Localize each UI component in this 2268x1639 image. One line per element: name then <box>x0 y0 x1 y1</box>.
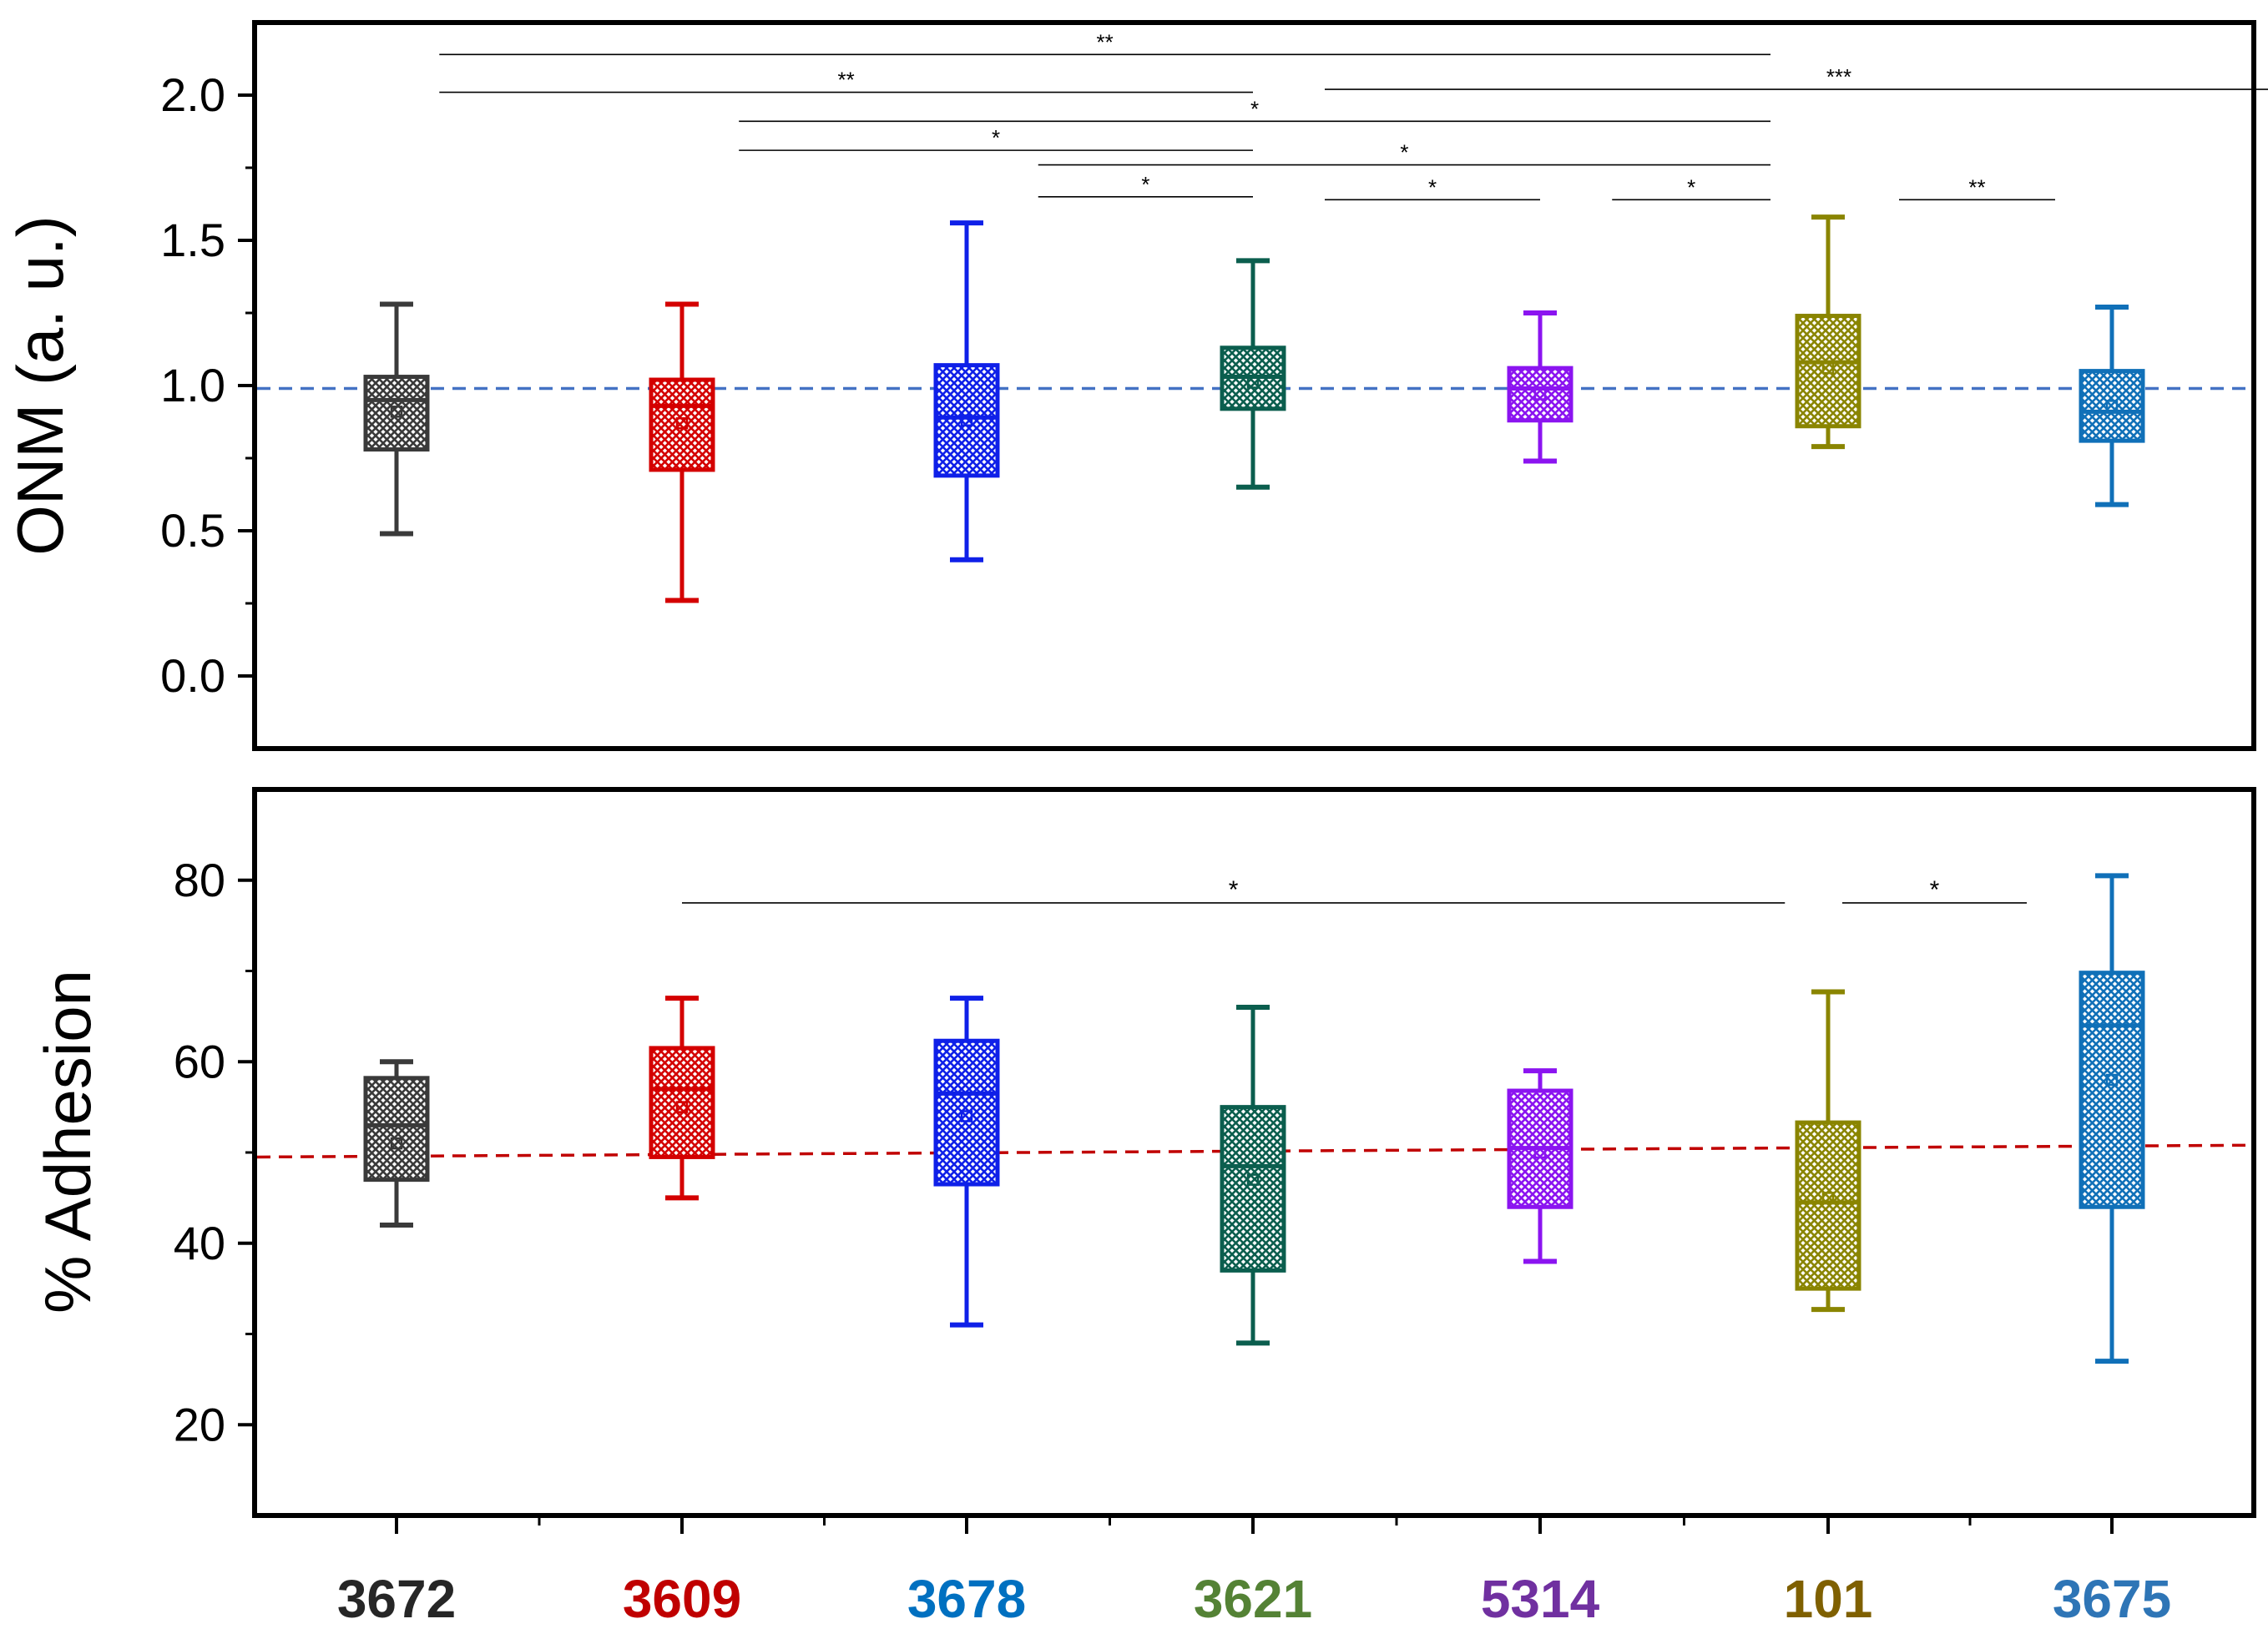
interquartile-box <box>1507 366 1573 423</box>
mean-marker <box>2105 400 2119 412</box>
adhesion-box-3672 <box>363 1059 430 1228</box>
adhesion-boxes <box>363 873 2145 1364</box>
interquartile-box <box>1220 1105 1286 1273</box>
mean-marker <box>2105 1073 2119 1087</box>
adhesion-dashed-reference <box>256 1143 2252 1159</box>
adhesion-box-3675 <box>2079 873 2145 1364</box>
mean-marker <box>960 1110 973 1122</box>
onm-significance-brackets: **** ******* * * ** <box>439 29 2268 201</box>
mean-marker <box>1821 361 1835 375</box>
x-ticks <box>395 1515 2114 1534</box>
adhesion-box-3678 <box>933 996 1000 1328</box>
onm-significance-label: * <box>1687 174 1695 199</box>
onm-y-tick-label: 0.0 <box>160 649 225 702</box>
adhesion-box-3609 <box>649 996 715 1201</box>
onm-significance-label: *** <box>1826 64 1851 89</box>
adhesion-y-axis-label: % Adhesion <box>31 970 104 1314</box>
onm-significance-label: ** <box>1968 174 1985 199</box>
category-labels: 3672 3609 3678 3621 5314 101 3675 <box>337 1569 2171 1629</box>
category-label-3675: 3675 <box>2053 1569 2171 1629</box>
interquartile-box <box>1795 313 1861 429</box>
mean-marker <box>1533 1146 1547 1159</box>
interquartile-box <box>2079 369 2145 443</box>
adhesion-box-101 <box>1795 989 1861 1313</box>
adhesion-significance-label: * <box>1930 876 1940 904</box>
adhesion-y-tick-label: 60 <box>174 1035 225 1087</box>
interquartile-box <box>933 1038 1000 1187</box>
interquartile-box <box>363 1076 430 1183</box>
onm-y-tick-label: 2.0 <box>160 68 225 121</box>
category-label-101: 101 <box>1784 1569 1873 1629</box>
interquartile-box <box>2079 971 2145 1209</box>
category-label-5314: 5314 <box>1481 1569 1600 1629</box>
category-label-3678: 3678 <box>907 1569 1026 1629</box>
mean-marker <box>1246 376 1260 389</box>
interquartile-box <box>649 1046 715 1159</box>
onm-y-tick-label: 1.0 <box>160 359 225 411</box>
onm-box-3678 <box>933 220 1000 562</box>
adhesion-box-3621 <box>1220 1005 1286 1346</box>
onm-y-tick-label: 1.5 <box>160 214 225 266</box>
mean-marker <box>390 1137 403 1150</box>
onm-significance-label: * <box>1428 174 1437 199</box>
onm-significance-label: ** <box>1097 29 1114 54</box>
interquartile-box <box>1795 1120 1861 1291</box>
onm-y-tick-label: 0.5 <box>160 504 225 557</box>
mean-marker <box>1246 1173 1260 1186</box>
onm-boxes <box>363 214 2145 603</box>
interquartile-box <box>649 377 715 472</box>
onm-box-3609 <box>649 301 715 603</box>
onm-significance-label: * <box>1250 96 1259 121</box>
mean-marker <box>1821 1192 1835 1204</box>
onm-box-3675 <box>2079 305 2145 507</box>
onm-significance-label: * <box>992 125 1000 150</box>
interquartile-box <box>933 363 1000 478</box>
onm-box-3672 <box>363 301 430 537</box>
adhesion-significance-label: * <box>1229 876 1239 904</box>
adhesion-y-tick-label: 80 <box>174 854 225 906</box>
category-label-3672: 3672 <box>337 1569 456 1629</box>
category-label-3621: 3621 <box>1194 1569 1312 1629</box>
mean-marker <box>1533 388 1547 401</box>
mean-marker <box>675 416 689 430</box>
adhesion-y-ticks: 20 40 60 80 <box>174 854 255 1450</box>
adhesion-reference-line <box>256 1143 2252 1159</box>
adhesion-box-5314 <box>1507 1068 1573 1264</box>
adhesion-significance-brackets: * * <box>682 876 2027 904</box>
adhesion-y-tick-label: 20 <box>174 1398 225 1450</box>
onm-panel: 0.00.51.01.52.0 **** ******* * * ** ONM (a. … <box>3 20 2268 751</box>
onm-y-axis-label: ONM (a. u.) <box>3 215 77 555</box>
category-label-3609: 3609 <box>623 1569 741 1629</box>
onm-box-101 <box>1795 214 1861 450</box>
onm-significance-label: * <box>1400 140 1408 165</box>
mean-marker <box>390 406 403 418</box>
onm-y-ticks: 0.0 0.5 1.0 1.5 2.0 <box>160 68 255 702</box>
mean-marker <box>675 1101 689 1113</box>
mean-marker <box>960 414 973 427</box>
adhesion-y-tick-label: 40 <box>174 1217 225 1269</box>
onm-significance-label: * <box>1141 172 1149 197</box>
onm-box-5314 <box>1507 310 1573 464</box>
onm-box-3621 <box>1220 258 1286 490</box>
onm-significance-label: ** <box>838 68 855 93</box>
interquartile-box <box>363 375 430 452</box>
